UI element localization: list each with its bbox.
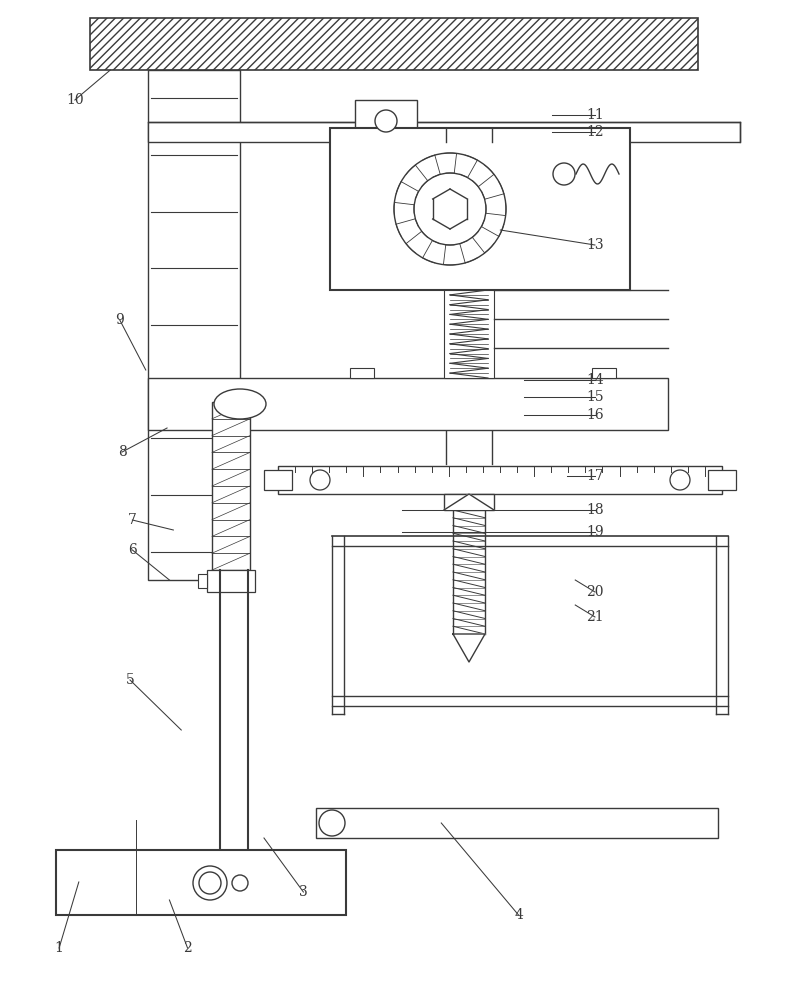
Text: 12: 12 [586, 125, 604, 139]
Bar [148, 122, 740, 142]
Text: 18: 18 [586, 503, 604, 517]
Bar [90, 18, 698, 70]
Text: 21: 21 [586, 610, 604, 624]
Bar [330, 128, 630, 290]
Bar [316, 808, 718, 838]
Bar [148, 70, 240, 580]
Text: 7: 7 [128, 513, 137, 527]
Bar [355, 100, 417, 142]
Text: 5: 5 [125, 673, 135, 687]
Polygon shape [453, 634, 485, 662]
Text: 19: 19 [586, 525, 604, 539]
Bar [148, 378, 668, 430]
Text: 4: 4 [514, 908, 523, 922]
Bar [56, 850, 346, 915]
Circle shape [553, 163, 575, 185]
Circle shape [199, 872, 221, 894]
Circle shape [375, 110, 397, 132]
Circle shape [310, 470, 330, 490]
Text: 8: 8 [117, 445, 127, 459]
Circle shape [193, 866, 227, 900]
Bar [264, 470, 292, 490]
Bar [350, 368, 374, 378]
Bar [212, 402, 250, 570]
Text: 15: 15 [586, 390, 604, 404]
Circle shape [670, 470, 690, 490]
Bar [592, 368, 616, 378]
Circle shape [394, 153, 506, 265]
Polygon shape [444, 494, 494, 510]
Bar [198, 574, 207, 588]
Text: 11: 11 [586, 108, 604, 122]
Text: 20: 20 [586, 585, 604, 599]
Text: 17: 17 [586, 469, 604, 483]
Text: 10: 10 [66, 93, 84, 107]
Text: 14: 14 [586, 373, 604, 387]
Text: 3: 3 [299, 885, 308, 899]
Text: 2: 2 [183, 941, 192, 955]
Text: 1: 1 [54, 941, 64, 955]
Circle shape [319, 810, 345, 836]
Bar [708, 470, 736, 490]
Bar [444, 494, 494, 510]
Text: 13: 13 [586, 238, 604, 252]
Bar [444, 290, 494, 378]
Bar [278, 466, 722, 494]
Circle shape [414, 173, 486, 245]
Text: 6: 6 [128, 543, 137, 557]
Text: 9: 9 [115, 313, 125, 327]
Ellipse shape [214, 389, 266, 419]
Bar [207, 570, 255, 592]
Text: 16: 16 [586, 408, 604, 422]
Circle shape [232, 875, 248, 891]
